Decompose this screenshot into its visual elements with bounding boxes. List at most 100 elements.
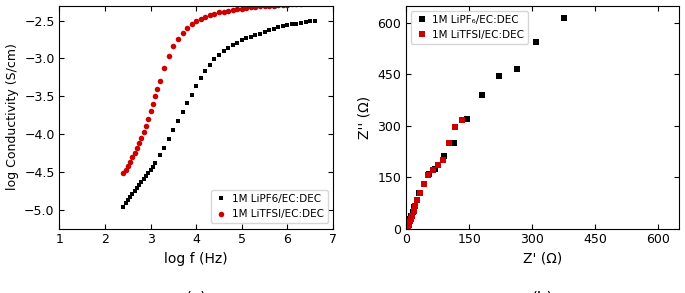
1M LiPF₆/EC:DEC bbox=[450, 141, 458, 144]
Line: 1M LiPF6/EC:DEC: 1M LiPF6/EC:DEC bbox=[121, 18, 317, 209]
1M LiPF6/EC:DEC bbox=[301, 21, 310, 24]
Line: 1M LiPF₆/EC:DEC: 1M LiPF₆/EC:DEC bbox=[403, 14, 567, 231]
1M LiPF₆/EC:DEC bbox=[412, 199, 421, 202]
1M LiPF6/EC:DEC bbox=[147, 168, 155, 171]
1M LiPF6/EC:DEC bbox=[265, 29, 273, 32]
1M LiTFSI/EC:DEC bbox=[407, 217, 415, 221]
1M LiPF₆/EC:DEC bbox=[403, 225, 411, 229]
Line: 1M LiTFSI/EC:DEC: 1M LiTFSI/EC:DEC bbox=[121, 1, 317, 176]
1M LiPF6/EC:DEC bbox=[183, 101, 191, 105]
1M LiPF6/EC:DEC bbox=[229, 43, 237, 47]
1M LiPF6/EC:DEC bbox=[292, 22, 301, 25]
1M LiPF6/EC:DEC bbox=[178, 110, 186, 114]
1M LiTFSI/EC:DEC bbox=[428, 168, 436, 172]
1M LiPF6/EC:DEC bbox=[251, 33, 260, 37]
1M LiPF₆/EC:DEC bbox=[408, 214, 416, 218]
1M LiPF₆/EC:DEC bbox=[440, 155, 448, 158]
1M LiPF6/EC:DEC bbox=[274, 26, 282, 29]
X-axis label: log f (Hz): log f (Hz) bbox=[164, 252, 228, 266]
Text: (a): (a) bbox=[186, 291, 207, 293]
1M LiPF₆/EC:DEC bbox=[463, 117, 471, 120]
1M LiTFSI/EC:DEC bbox=[404, 224, 412, 227]
1M LiPF₆/EC:DEC bbox=[425, 173, 434, 176]
1M LiTFSI/EC:DEC bbox=[416, 191, 425, 194]
1M LiPF₆/EC:DEC bbox=[415, 191, 423, 194]
1M LiPF₆/EC:DEC bbox=[409, 210, 417, 214]
1M LiPF6/EC:DEC bbox=[142, 174, 150, 177]
1M LiPF6/EC:DEC bbox=[138, 180, 146, 183]
1M LiPF6/EC:DEC bbox=[140, 177, 148, 180]
1M LiPF₆/EC:DEC bbox=[420, 182, 428, 186]
1M LiPF6/EC:DEC bbox=[310, 19, 319, 23]
1M LiTFSI/EC:DEC bbox=[451, 126, 460, 129]
1M LiTFSI/EC:DEC bbox=[406, 221, 414, 225]
1M LiPF₆/EC:DEC bbox=[495, 74, 503, 78]
1M LiPF₆/EC:DEC bbox=[402, 226, 410, 230]
1M LiPF6/EC:DEC bbox=[283, 23, 291, 27]
1M LiTFSI/EC:DEC bbox=[424, 174, 432, 177]
1M LiPF6/EC:DEC bbox=[201, 69, 210, 73]
1M LiTFSI/EC:DEC bbox=[445, 141, 453, 144]
1M LiPF6/EC:DEC bbox=[174, 120, 182, 123]
1M LiPF6/EC:DEC bbox=[297, 21, 305, 25]
1M LiPF₆/EC:DEC bbox=[410, 205, 419, 209]
1M LiPF6/EC:DEC bbox=[164, 138, 173, 141]
1M LiTFSI/EC:DEC bbox=[155, 79, 164, 83]
1M LiPF6/EC:DEC bbox=[288, 23, 296, 26]
1M LiPF6/EC:DEC bbox=[151, 161, 160, 165]
1M LiTFSI/EC:DEC bbox=[233, 8, 241, 11]
1M LiTFSI/EC:DEC bbox=[402, 226, 410, 230]
1M LiPF6/EC:DEC bbox=[126, 195, 134, 199]
1M LiTFSI/EC:DEC bbox=[404, 224, 412, 228]
Legend: 1M LiPF₆/EC:DEC, 1M LiTFSI/EC:DEC: 1M LiPF₆/EC:DEC, 1M LiTFSI/EC:DEC bbox=[411, 11, 528, 44]
1M LiPF₆/EC:DEC bbox=[404, 223, 412, 226]
1M LiTFSI/EC:DEC bbox=[406, 219, 414, 223]
1M LiPF6/EC:DEC bbox=[219, 49, 227, 53]
Y-axis label: Z'' (Ω): Z'' (Ω) bbox=[358, 96, 372, 139]
1M LiPF6/EC:DEC bbox=[124, 198, 132, 202]
1M LiTFSI/EC:DEC bbox=[413, 198, 421, 202]
1M LiTFSI/EC:DEC bbox=[301, 1, 310, 5]
1M LiPF6/EC:DEC bbox=[135, 183, 143, 186]
1M LiPF₆/EC:DEC bbox=[406, 220, 414, 224]
1M LiPF6/EC:DEC bbox=[133, 186, 141, 190]
Y-axis label: log Conductivity (S/cm): log Conductivity (S/cm) bbox=[5, 44, 18, 190]
1M LiPF6/EC:DEC bbox=[119, 205, 127, 208]
1M LiTFSI/EC:DEC bbox=[403, 225, 412, 229]
1M LiPF6/EC:DEC bbox=[279, 24, 287, 28]
1M LiPF6/EC:DEC bbox=[206, 63, 214, 66]
1M LiPF6/EC:DEC bbox=[260, 30, 269, 34]
Text: (b): (b) bbox=[532, 291, 553, 293]
1M LiPF6/EC:DEC bbox=[242, 36, 251, 40]
1M LiTFSI/EC:DEC bbox=[410, 209, 418, 213]
1M LiTFSI/EC:DEC bbox=[153, 87, 162, 91]
1M LiTFSI/EC:DEC bbox=[405, 223, 413, 226]
1M LiPF6/EC:DEC bbox=[306, 20, 314, 23]
1M LiPF6/EC:DEC bbox=[247, 35, 255, 38]
1M LiTFSI/EC:DEC bbox=[458, 119, 466, 122]
1M LiPF6/EC:DEC bbox=[155, 154, 164, 157]
1M LiPF₆/EC:DEC bbox=[513, 67, 521, 71]
1M LiTFSI/EC:DEC bbox=[310, 1, 319, 5]
Line: 1M LiTFSI/EC:DEC: 1M LiTFSI/EC:DEC bbox=[403, 117, 465, 232]
1M LiTFSI/EC:DEC bbox=[411, 205, 419, 208]
1M LiPF₆/EC:DEC bbox=[404, 222, 412, 225]
Legend: 1M LiPF6/EC:DEC, 1M LiTFSI/EC:DEC: 1M LiPF6/EC:DEC, 1M LiTFSI/EC:DEC bbox=[211, 190, 327, 223]
1M LiPF6/EC:DEC bbox=[215, 53, 223, 57]
1M LiPF6/EC:DEC bbox=[121, 201, 129, 205]
1M LiTFSI/EC:DEC bbox=[408, 214, 416, 217]
1M LiPF6/EC:DEC bbox=[210, 57, 219, 61]
1M LiTFSI/EC:DEC bbox=[439, 158, 447, 162]
1M LiTFSI/EC:DEC bbox=[306, 1, 314, 5]
1M LiPF6/EC:DEC bbox=[160, 146, 169, 149]
1M LiPF6/EC:DEC bbox=[269, 27, 277, 31]
1M LiPF6/EC:DEC bbox=[233, 41, 241, 44]
1M LiPF6/EC:DEC bbox=[238, 39, 246, 42]
1M LiTFSI/EC:DEC bbox=[403, 226, 412, 229]
1M LiPF₆/EC:DEC bbox=[403, 224, 412, 228]
1M LiPF6/EC:DEC bbox=[197, 76, 205, 80]
1M LiTFSI/EC:DEC bbox=[247, 5, 255, 9]
1M LiTFSI/EC:DEC bbox=[403, 226, 411, 230]
1M LiPF₆/EC:DEC bbox=[403, 225, 412, 228]
1M LiPF6/EC:DEC bbox=[169, 129, 177, 132]
